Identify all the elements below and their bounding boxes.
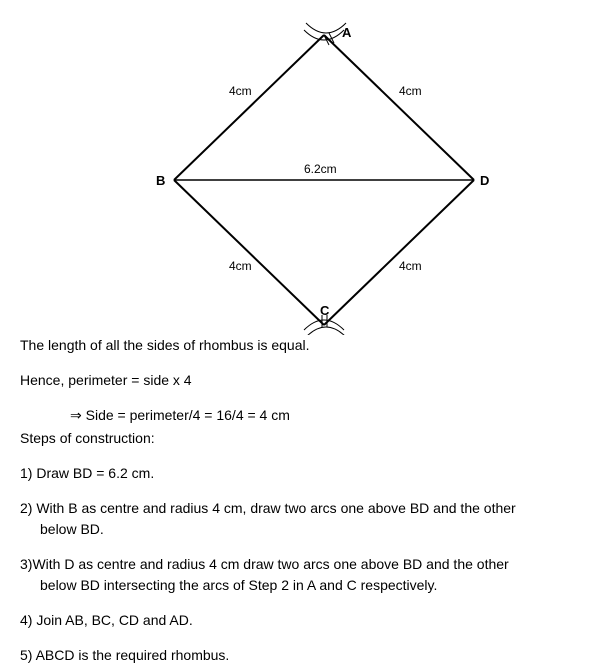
step-5: 5) ABCD is the required rhombus.: [20, 645, 587, 666]
label-side-ab: 4cm: [229, 84, 252, 98]
step-2-line-2: below BD.: [20, 519, 587, 540]
step-2: 2) With B as centre and radius 4 cm, dra…: [20, 498, 587, 540]
step-1: 1) Draw BD = 6.2 cm.: [20, 463, 587, 484]
label-d: D: [480, 173, 489, 188]
label-side-cd: 4cm: [399, 259, 422, 273]
intro-line-3: ⇒ Side = perimeter/4 = 16/4 = 4 cm: [20, 407, 290, 423]
steps-header: Steps of construction:: [20, 428, 587, 449]
arc-bottom-2: [306, 327, 346, 335]
diagram-svg: A B C D 4cm 4cm 4cm 4cm 6.2cm: [24, 15, 584, 335]
side-bc: [174, 180, 324, 325]
intro-line-1: The length of all the sides of rhombus i…: [20, 335, 587, 356]
label-c: C: [320, 303, 330, 318]
step-3-line-2: below BD intersecting the arcs of Step 2…: [20, 575, 587, 596]
step-4: 4) Join AB, BC, CD and AD.: [20, 610, 587, 631]
step-2-line-1: 2) With B as centre and radius 4 cm, dra…: [20, 498, 587, 519]
solution-text: The length of all the sides of rhombus i…: [20, 335, 587, 666]
arc-top-2: [306, 23, 346, 33]
label-side-ad: 4cm: [399, 84, 422, 98]
label-diagonal: 6.2cm: [304, 162, 337, 176]
label-side-bc: 4cm: [229, 259, 252, 273]
side-ad: [324, 35, 474, 180]
step-3-line-1: 3)With D as centre and radius 4 cm draw …: [20, 554, 587, 575]
intro-line-2: Hence, perimeter = side x 4: [20, 370, 587, 391]
side-ab: [174, 35, 324, 180]
rhombus-diagram: A B C D 4cm 4cm 4cm 4cm 6.2cm: [20, 15, 587, 335]
label-b: B: [156, 173, 165, 188]
label-a: A: [342, 25, 352, 40]
side-cd: [324, 180, 474, 325]
step-3: 3)With D as centre and radius 4 cm draw …: [20, 554, 587, 596]
